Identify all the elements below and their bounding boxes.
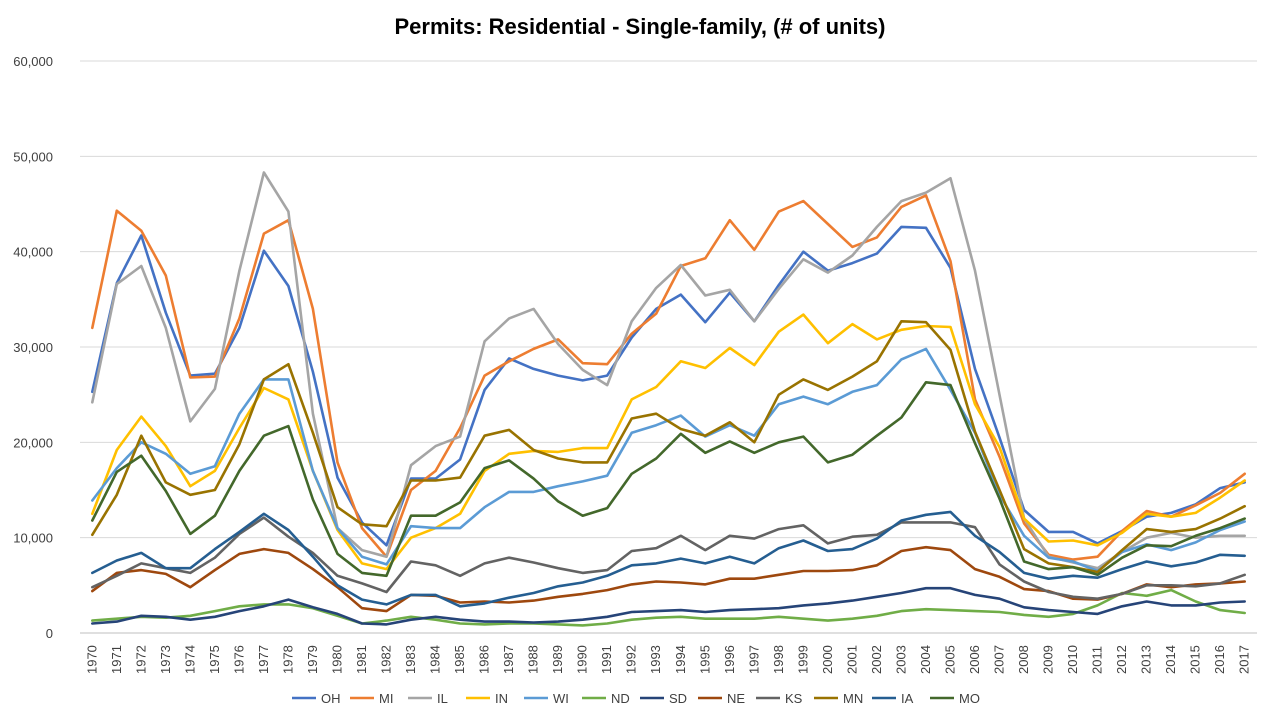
series-line-sd xyxy=(91,586,1246,626)
x-tick-label: 2002 xyxy=(869,645,884,674)
legend-label: IL xyxy=(437,691,448,706)
x-tick-label: 2014 xyxy=(1163,645,1178,674)
x-tick-label: 1976 xyxy=(231,645,246,674)
x-tick-label: 2016 xyxy=(1212,645,1227,674)
x-tick-label: 2011 xyxy=(1090,646,1105,674)
x-tick-label: 2003 xyxy=(893,645,908,674)
series-line-mi xyxy=(91,194,1246,561)
x-tick-label: 1989 xyxy=(550,645,565,674)
series-line-mn xyxy=(91,319,1246,574)
legend-label: SD xyxy=(669,691,687,706)
x-tick-label: 1995 xyxy=(697,645,712,674)
x-tick-label: 2010 xyxy=(1065,645,1080,674)
x-tick-label: 2017 xyxy=(1237,645,1252,674)
x-tick-label: 2000 xyxy=(820,645,835,674)
x-tick-label: 1984 xyxy=(428,645,443,674)
x-tick-label: 1983 xyxy=(403,645,418,674)
x-axis-ticks: 1970 1971 1972 1973 1974 1975 1976 1977 1978 1979… xyxy=(84,645,1251,674)
legend-label: IA xyxy=(901,691,914,706)
series-line-oh xyxy=(91,225,1246,547)
series-lines xyxy=(91,171,1246,627)
x-tick-label: 1992 xyxy=(624,645,639,674)
x-tick-label: 1987 xyxy=(501,645,516,674)
legend-label: MN xyxy=(843,691,863,706)
x-tick-label: 1975 xyxy=(207,645,222,674)
legend-label: OH xyxy=(321,691,341,706)
series-line-ne xyxy=(91,545,1246,613)
legend-label: ND xyxy=(611,691,630,706)
x-tick-label: 1978 xyxy=(280,645,295,674)
x-tick-label: 1994 xyxy=(673,645,688,674)
x-tick-label: 2009 xyxy=(1041,645,1056,674)
legend: OH MI IL IN WI ND SD NE KS MN IA MO xyxy=(292,691,980,706)
series-line-ia xyxy=(91,510,1246,608)
x-tick-label: 1981 xyxy=(354,645,369,674)
y-tick-label: 60,000 xyxy=(13,54,53,69)
x-tick-label: 2006 xyxy=(967,645,982,674)
series-line-in xyxy=(91,313,1246,571)
x-tick-label: 1985 xyxy=(452,645,467,674)
x-tick-label: 1991 xyxy=(599,645,614,674)
x-tick-label: 1990 xyxy=(575,645,590,674)
x-tick-label: 2013 xyxy=(1139,645,1154,674)
y-tick-label: 50,000 xyxy=(13,149,53,164)
legend-label: MI xyxy=(379,691,393,706)
x-tick-label: 1973 xyxy=(158,645,173,674)
series-line-mo xyxy=(91,380,1246,578)
x-tick-label: 1998 xyxy=(771,645,786,674)
x-tick-label: 2004 xyxy=(918,645,933,674)
gridlines xyxy=(80,60,1257,634)
x-tick-label: 2001 xyxy=(844,645,859,674)
y-tick-label: 10,000 xyxy=(13,531,53,546)
legend-label: NE xyxy=(727,691,745,706)
x-tick-label: 1988 xyxy=(526,645,541,674)
x-tick-label: 1972 xyxy=(133,645,148,674)
x-tick-label: 1980 xyxy=(329,645,344,674)
y-tick-label: 0 xyxy=(46,626,53,641)
x-tick-label: 1997 xyxy=(746,645,761,674)
legend-label: KS xyxy=(785,691,803,706)
x-tick-label: 1974 xyxy=(182,645,197,674)
x-tick-label: 1971 xyxy=(109,645,124,674)
series-line-ks xyxy=(91,516,1246,601)
x-tick-label: 1970 xyxy=(84,645,99,674)
x-tick-label: 2008 xyxy=(1016,645,1031,674)
legend-label: IN xyxy=(495,691,508,706)
x-tick-label: 1999 xyxy=(795,645,810,674)
y-axis-ticks: 0 10,000 20,000 30,000 40,000 50,000 60,000 xyxy=(13,54,53,641)
x-tick-label: 1979 xyxy=(305,645,320,674)
y-tick-label: 20,000 xyxy=(13,435,53,450)
x-tick-label: 2015 xyxy=(1188,645,1203,674)
x-tick-label: 2012 xyxy=(1114,645,1129,674)
x-tick-label: 1986 xyxy=(477,645,492,674)
x-tick-label: 2005 xyxy=(942,645,957,674)
x-tick-label: 1977 xyxy=(256,645,271,674)
legend-label: WI xyxy=(553,691,569,706)
y-tick-label: 30,000 xyxy=(13,340,53,355)
x-tick-label: 1993 xyxy=(648,645,663,674)
x-tick-label: 1996 xyxy=(722,645,737,674)
series-line-nd xyxy=(91,588,1246,627)
chart-title: Permits: Residential - Single-family, (#… xyxy=(394,14,885,39)
x-tick-label: 2007 xyxy=(992,645,1007,674)
y-tick-label: 40,000 xyxy=(13,245,53,260)
x-tick-label: 1982 xyxy=(379,645,394,674)
legend-label: MO xyxy=(959,691,980,706)
